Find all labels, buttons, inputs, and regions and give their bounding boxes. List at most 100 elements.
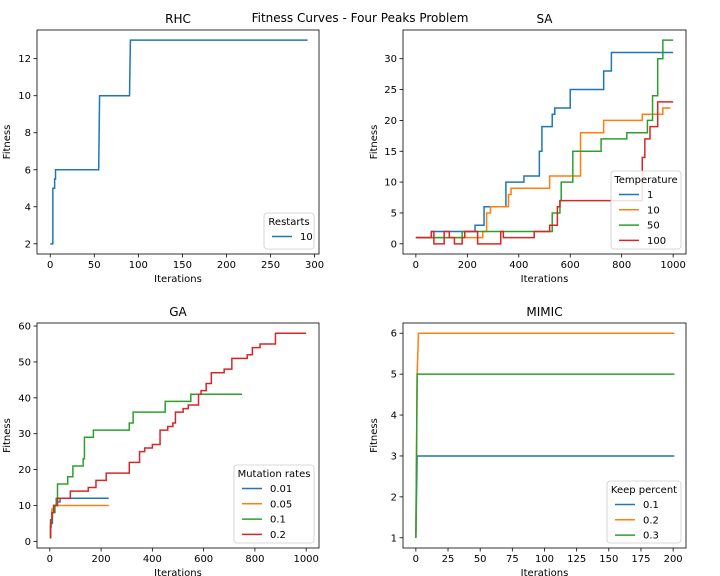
y-tick-label: 20 — [18, 465, 31, 476]
y-axis-label: Fitness — [369, 418, 380, 453]
legend-box — [263, 212, 315, 250]
y-tick-label: 1 — [391, 533, 397, 544]
x-tick-label: 175 — [631, 554, 650, 565]
legend: Temperature 1 10 50 100 — [610, 170, 682, 250]
x-tick-label: 50 — [474, 554, 487, 565]
y-tick-label: 6 — [391, 329, 397, 340]
x-tick-label: 400 — [509, 260, 528, 271]
series-line-100 — [415, 101, 674, 245]
series-line-10 — [50, 39, 308, 245]
legend-title: Mutation rates — [238, 469, 311, 480]
legend-entry-0.1: 0.1 — [270, 515, 286, 526]
y-tick-label: 2 — [391, 492, 397, 503]
y-tick-label: 0 — [391, 239, 397, 250]
chart-title: SA — [536, 12, 553, 26]
series-line-0.3 — [415, 373, 675, 538]
y-tick-label: 15 — [384, 147, 397, 158]
legend: Mutation rates 0.01 0.05 0.1 0.2 — [233, 464, 315, 544]
y-tick-label: 20 — [384, 116, 397, 127]
legend-entry-50: 50 — [647, 221, 660, 232]
x-tick-label: 0 — [47, 554, 53, 565]
x-tick-label: 800 — [612, 260, 631, 271]
figure-suptitle: Fitness Curves - Four Peaks Problem — [252, 11, 469, 25]
x-tick-label: 400 — [143, 554, 162, 565]
legend-box — [610, 170, 682, 250]
chart-title: MIMIC — [526, 305, 562, 319]
y-tick-label: 2 — [25, 239, 31, 250]
axes-frame — [402, 29, 687, 255]
x-tick-label: 25 — [442, 554, 455, 565]
series-line-0.2 — [49, 332, 307, 539]
x-tick-label: 150 — [173, 260, 192, 271]
legend: Keep percent 0.1 0.2 0.3 — [606, 480, 682, 544]
subplot-mimic: MIMIC 0 25 50 75 100 125 150 175 200 1 2 3 4 5 6 Iterati… — [369, 305, 687, 576]
x-tick-label: 250 — [261, 260, 280, 271]
legend-entry-0.1: 0.1 — [643, 500, 659, 511]
y-tick-label: 6 — [25, 165, 31, 176]
chart-title: GA — [169, 305, 187, 319]
legend-title: Keep percent — [611, 485, 677, 496]
legend-title: Temperature — [613, 175, 677, 186]
y-tick-label: 4 — [391, 411, 397, 422]
x-tick-label: 150 — [599, 554, 618, 565]
series-line-0.01 — [49, 497, 109, 539]
x-tick-label: 50 — [88, 260, 101, 271]
legend-entry-10: 10 — [300, 232, 313, 243]
legend-entry-0.3: 0.3 — [643, 531, 659, 542]
x-tick-label: 800 — [245, 554, 264, 565]
legend-entry-10: 10 — [647, 205, 660, 216]
chart-title: RHC — [165, 12, 191, 26]
x-tick-label: 1000 — [293, 554, 318, 565]
y-tick-label: 12 — [18, 54, 31, 65]
axes-frame — [36, 29, 320, 255]
series-line-0.1 — [49, 393, 243, 539]
y-tick-label: 50 — [18, 357, 31, 368]
y-tick-label: 30 — [384, 54, 397, 65]
y-axis-label: Fitness — [2, 125, 13, 160]
subplot-sa: SA 0 200 400 600 800 1000 0 5 10 15 20 25 30 Iteration… — [369, 12, 687, 285]
legend-box — [606, 480, 682, 544]
axes-frame — [36, 322, 320, 549]
x-tick-label: 125 — [567, 554, 586, 565]
legend-entry-0.2: 0.2 — [643, 515, 659, 526]
x-tick-label: 200 — [458, 260, 477, 271]
y-tick-label: 25 — [384, 85, 397, 96]
series-line-0.05 — [49, 504, 109, 539]
y-tick-label: 4 — [25, 202, 31, 213]
x-tick-label: 600 — [561, 260, 580, 271]
legend-entry-100: 100 — [647, 236, 666, 247]
y-tick-label: 5 — [391, 208, 397, 219]
series-line-10 — [415, 107, 671, 239]
subplot-ga: GA 0 200 400 600 800 1000 0 10 20 30 40 50 60 Iteratio… — [2, 305, 320, 576]
legend-title: Restarts — [268, 217, 309, 228]
legend-box — [233, 464, 315, 544]
x-tick-label: 300 — [305, 260, 324, 271]
subplot-rhc: RHC 0 50 100 150 200 250 300 2 4 6 8 10 12 Iterations F… — [2, 12, 324, 285]
x-axis-label: Iterations — [154, 568, 202, 576]
x-tick-label: 200 — [664, 554, 683, 565]
y-tick-label: 8 — [25, 128, 31, 139]
x-tick-label: 200 — [92, 554, 111, 565]
series-line-50 — [415, 39, 674, 239]
y-tick-label: 30 — [18, 429, 31, 440]
x-tick-label: 100 — [129, 260, 148, 271]
y-axis-label: Fitness — [369, 125, 380, 160]
x-tick-label: 75 — [506, 554, 519, 565]
y-tick-label: 0 — [25, 537, 31, 548]
legend-entry-1: 1 — [647, 190, 653, 201]
y-tick-label: 10 — [18, 501, 31, 512]
series-line-1 — [415, 51, 674, 239]
x-tick-label: 600 — [194, 554, 213, 565]
x-tick-label: 0 — [413, 554, 419, 565]
x-axis-label: Iterations — [154, 274, 202, 285]
y-tick-label: 3 — [391, 451, 397, 462]
x-axis-label: Iterations — [521, 568, 569, 576]
y-tick-label: 5 — [391, 370, 397, 381]
legend-entry-0.2: 0.2 — [270, 530, 286, 541]
y-tick-label: 60 — [18, 322, 31, 333]
x-axis-label: Iterations — [521, 274, 569, 285]
y-tick-label: 10 — [18, 91, 31, 102]
legend-entry-0.05: 0.05 — [270, 499, 292, 510]
legend-entry-0.01: 0.01 — [270, 484, 292, 495]
